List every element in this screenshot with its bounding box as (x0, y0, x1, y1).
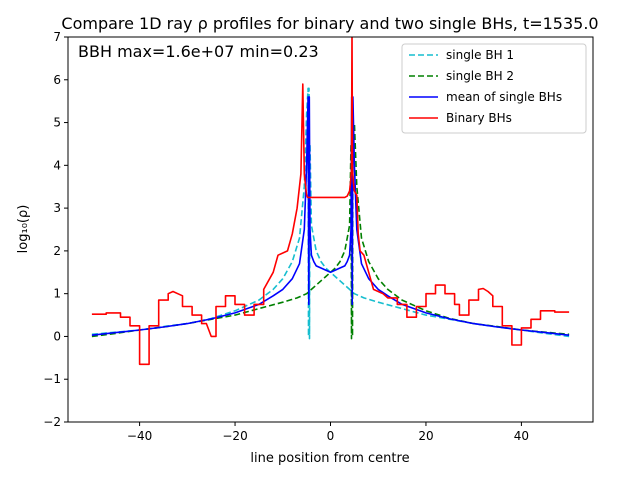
x-axis: −40 −20 0 20 40 (127, 422, 529, 443)
chart-title: Compare 1D ray ρ profiles for binary and… (61, 14, 598, 33)
legend-label: single BH 1 (446, 48, 514, 62)
y-tick-label: −2 (43, 415, 61, 429)
x-tick-label: 20 (418, 429, 433, 443)
series-layer (91, 37, 570, 366)
series-line-1 (91, 87, 570, 340)
x-tick-label: 40 (514, 429, 529, 443)
y-tick-label: 3 (53, 201, 61, 215)
y-axis: −2 −1 0 1 2 3 4 5 6 7 (43, 30, 68, 429)
y-tick-label: −1 (43, 372, 61, 386)
y-tick-label: 0 (53, 329, 61, 343)
y-tick-label: 6 (53, 73, 61, 87)
x-axis-label: line position from centre (250, 451, 409, 466)
y-tick-label: 2 (53, 244, 61, 258)
y-axis-label: log₁₀(ρ) (16, 205, 31, 254)
series-line-2 (91, 87, 570, 340)
series-line-4 (91, 37, 570, 366)
y-tick-label: 1 (53, 287, 61, 301)
y-tick-label: 4 (53, 158, 61, 172)
stats-annotation: BBH max=1.6e+07 min=0.23 (78, 42, 319, 61)
legend-label: mean of single BHs (446, 90, 562, 104)
legend: single BH 1 single BH 2 mean of single BHs… (401, 43, 587, 134)
x-tick-label: −40 (127, 429, 152, 443)
x-tick-label: 0 (327, 429, 335, 443)
legend-label: Binary BHs (446, 111, 512, 125)
legend-label: single BH 2 (446, 69, 514, 83)
y-tick-label: 7 (53, 30, 61, 44)
legend-box (401, 43, 587, 134)
x-tick-label: −20 (222, 429, 247, 443)
y-tick-label: 5 (53, 116, 61, 130)
